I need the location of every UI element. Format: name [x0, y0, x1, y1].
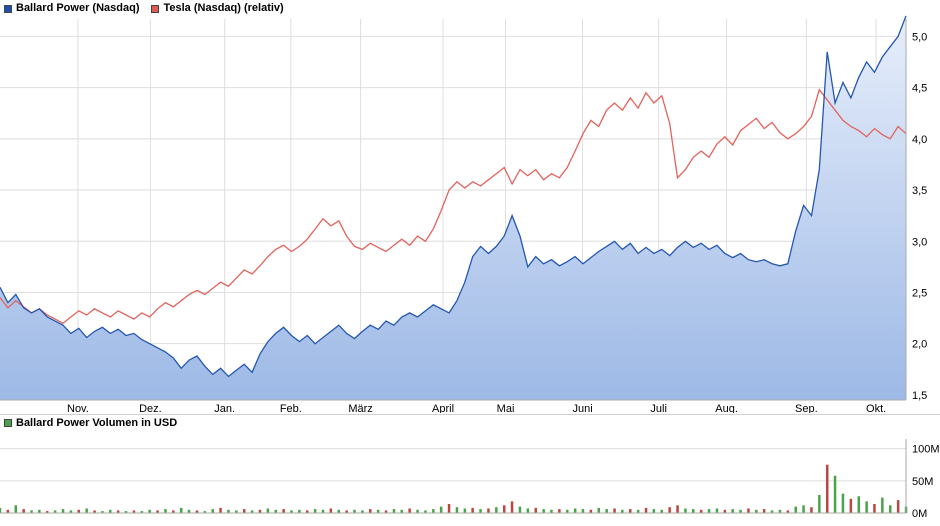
tesla-legend-swatch-icon: [151, 5, 159, 13]
ballard-legend-label: Ballard Power (Nasdaq): [16, 3, 139, 14]
ballard-legend-swatch-icon: [4, 5, 12, 13]
svg-text:2,5: 2,5: [912, 287, 927, 299]
svg-text:3,0: 3,0: [912, 236, 927, 248]
x-axis-labels: Nov. Dez. Jan. Feb. März April Mai Juni Juli Aug.…: [67, 403, 886, 413]
svg-text:4,5: 4,5: [912, 83, 927, 95]
volume-y-axis-labels: 100M 50M 0M: [912, 444, 940, 520]
volume-grid-lines: [0, 449, 906, 481]
svg-text:Feb.: Feb.: [280, 403, 302, 413]
svg-text:2,0: 2,0: [912, 339, 927, 351]
volume-legend-swatch-icon: [4, 419, 12, 427]
svg-text:4,0: 4,0: [912, 134, 927, 146]
volume-chart: 100M 50M 0M: [0, 429, 940, 526]
svg-text:Juli: Juli: [650, 403, 667, 413]
legend-item-volume: Ballard Power Volumen in USD: [4, 418, 177, 429]
legend-item-tesla: Tesla (Nasdaq) (relativ): [151, 3, 283, 14]
svg-text:1,5: 1,5: [912, 390, 927, 402]
ballard-area-fill: [0, 16, 906, 400]
svg-text:5,0: 5,0: [912, 31, 927, 43]
svg-text:Juni: Juni: [572, 403, 592, 413]
svg-text:März: März: [348, 403, 372, 413]
svg-text:Mai: Mai: [497, 403, 515, 413]
svg-text:April: April: [432, 403, 454, 413]
y-axis-labels: 5,0 4,5 4,0 3,5 3,0 2,5 2,0 1,5: [912, 31, 927, 401]
main-chart-legend: Ballard Power (Nasdaq) Tesla (Nasdaq) (r…: [0, 0, 940, 15]
svg-text:Nov.: Nov.: [67, 403, 89, 413]
volume-legend-label: Ballard Power Volumen in USD: [16, 418, 177, 429]
volume-chart-legend: Ballard Power Volumen in USD: [0, 414, 940, 429]
svg-text:50M: 50M: [912, 476, 933, 488]
svg-text:3,5: 3,5: [912, 185, 927, 197]
price-chart: Nov. Dez. Jan. Feb. März April Mai Juni Juli Aug.…: [0, 15, 940, 413]
svg-text:0M: 0M: [912, 508, 927, 520]
tesla-legend-label: Tesla (Nasdaq) (relativ): [163, 3, 283, 14]
legend-item-ballard: Ballard Power (Nasdaq): [4, 3, 139, 14]
volume-bars: [0, 465, 907, 513]
svg-text:Okt.: Okt.: [866, 403, 886, 413]
svg-text:100M: 100M: [912, 444, 940, 456]
svg-text:Sep.: Sep.: [795, 403, 818, 413]
svg-text:Dez.: Dez.: [139, 403, 162, 413]
svg-text:Aug.: Aug.: [715, 403, 738, 413]
svg-text:Jan.: Jan.: [214, 403, 235, 413]
